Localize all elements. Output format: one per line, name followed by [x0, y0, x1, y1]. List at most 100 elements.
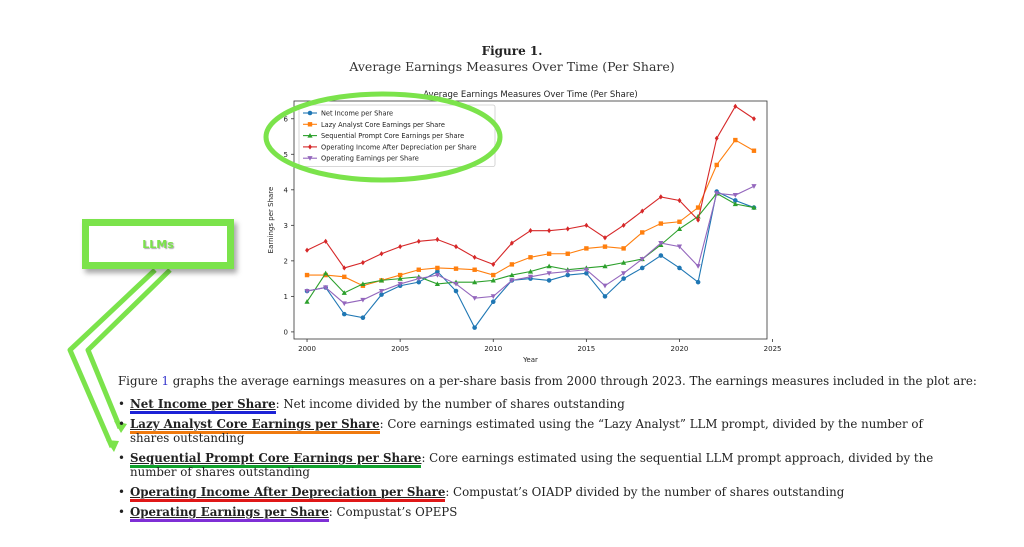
legend-entry: Lazy Analyst Core Earnings per Share	[321, 121, 445, 129]
data-point	[304, 299, 310, 304]
data-point	[304, 288, 310, 294]
data-point	[342, 274, 347, 280]
data-point	[751, 204, 757, 210]
data-point	[565, 272, 571, 278]
data-point	[397, 272, 403, 278]
y-tick-label: 6	[284, 115, 289, 123]
data-point	[378, 277, 385, 283]
x-tick-label: 2005	[391, 345, 409, 353]
series-5	[304, 184, 757, 307]
series-4	[305, 103, 756, 271]
series-line	[306, 192, 755, 303]
data-point	[546, 278, 552, 283]
data-point	[304, 272, 310, 278]
item-desc: : Core earnings estimated using the sequ…	[130, 451, 934, 479]
legend-swatch-marker	[307, 110, 313, 116]
data-point	[546, 263, 552, 269]
data-point	[565, 251, 570, 256]
figure-caption: Figure 1. Average Earnings Measures Over…	[0, 43, 1024, 75]
data-point	[658, 253, 664, 258]
data-point	[751, 184, 757, 189]
list-item: Operating Income After Depreciation per …	[118, 484, 958, 502]
data-point	[453, 281, 459, 287]
data-point	[565, 226, 570, 232]
item-desc: : Core earnings estimated using the “Laz…	[130, 417, 923, 445]
x-tick-label: 2020	[671, 345, 689, 353]
data-point	[714, 135, 719, 141]
legend-entry: Net Income per Share	[321, 110, 393, 118]
y-tick-label: 1	[284, 293, 288, 301]
data-point	[602, 283, 608, 289]
data-point	[379, 251, 384, 257]
data-point	[732, 201, 738, 207]
data-point	[584, 222, 589, 228]
data-point	[565, 269, 571, 275]
data-point	[509, 278, 515, 283]
data-point	[602, 244, 608, 249]
data-point	[695, 264, 701, 269]
list-item: Sequential Prompt Core Earnings per Shar…	[118, 451, 958, 479]
y-tick-label: 5	[284, 151, 288, 159]
data-point	[434, 281, 440, 287]
data-point	[546, 251, 552, 256]
data-point	[658, 194, 663, 200]
x-tick-label: 2015	[577, 345, 595, 353]
item-desc: : Compustat’s OIADP divided by the numbe…	[445, 484, 845, 499]
x-axis-label: Year	[522, 356, 538, 364]
data-point	[509, 272, 515, 278]
data-point	[378, 288, 385, 294]
data-point	[416, 238, 421, 244]
legend-swatch-marker	[307, 122, 313, 127]
data-point	[453, 266, 459, 271]
data-point	[435, 236, 440, 243]
data-point	[341, 311, 347, 317]
data-point	[527, 268, 534, 274]
data-point	[640, 208, 645, 214]
data-point	[416, 276, 422, 282]
item-term: Operating Income After Depreciation per …	[130, 484, 446, 502]
data-point	[398, 244, 403, 250]
data-point	[491, 261, 496, 268]
llm-callout-box: LLMs	[82, 219, 234, 269]
plot-frame	[293, 100, 768, 340]
data-point	[733, 137, 738, 143]
x-tick-label: 2025	[764, 345, 782, 353]
legend-entry: Sequential Prompt Core Earnings per Shar…	[321, 132, 464, 140]
item-term: Net Income per Share	[130, 397, 276, 414]
data-point	[546, 271, 552, 276]
item-term: Sequential Prompt Core Earnings per Shar…	[130, 451, 422, 469]
data-point	[677, 197, 682, 204]
data-point	[584, 270, 589, 276]
data-point	[360, 260, 365, 266]
data-point	[714, 191, 720, 196]
legend-entry: Operating Income After Depreciation per …	[321, 143, 477, 151]
data-point	[658, 221, 664, 226]
data-point	[639, 265, 645, 271]
data-point	[360, 297, 366, 303]
figure-ref-link[interactable]: 1	[161, 374, 169, 388]
data-point	[490, 299, 496, 305]
data-point	[416, 279, 422, 285]
data-point	[323, 285, 329, 291]
series-3	[304, 190, 757, 304]
data-point	[695, 213, 701, 219]
data-point	[379, 292, 384, 297]
llm-callout-label: LLMs	[142, 237, 174, 251]
data-point	[602, 294, 608, 299]
legend-entry: Operating Earnings per Share	[321, 155, 419, 163]
data-point	[547, 228, 552, 234]
data-point	[621, 260, 627, 265]
item-term: Operating Earnings per Share	[130, 505, 329, 523]
data-point	[751, 148, 757, 153]
data-point	[528, 255, 533, 260]
data-point	[509, 240, 514, 246]
data-point	[434, 272, 440, 278]
data-point	[453, 288, 459, 294]
list-item: Net Income per Share: Net income divided…	[118, 397, 958, 414]
data-point	[583, 267, 589, 273]
item-term: Lazy Analyst Core Earnings per Share	[130, 417, 380, 435]
chart-legend: Net Income per Share Lazy Analyst Core Ea…	[298, 104, 496, 167]
data-point	[360, 281, 366, 287]
data-point	[621, 246, 626, 251]
list-item: Operating Earnings per Share: Compustat’…	[118, 505, 958, 523]
